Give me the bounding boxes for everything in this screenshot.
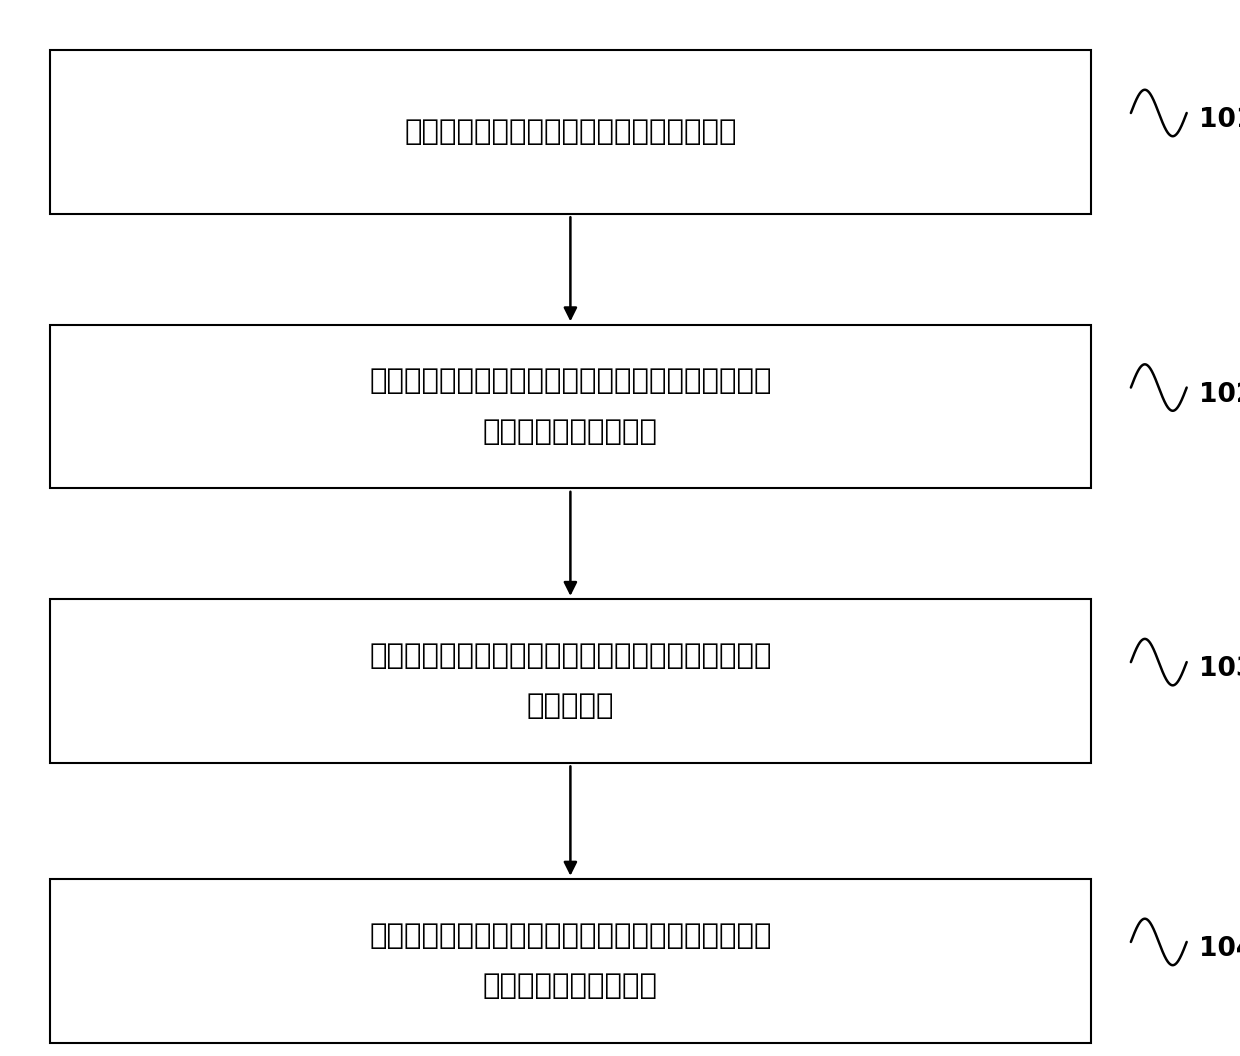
Text: 的触发条件: 的触发条件 (527, 693, 614, 720)
Bar (50, 50, 1091, 213)
Bar (50, 599, 1091, 762)
Text: 空调进组进行化霜模式: 空调进组进行化霜模式 (482, 973, 658, 1000)
Text: 102: 102 (1199, 381, 1240, 408)
Text: 104: 104 (1199, 936, 1240, 962)
Bar (50, 324, 1091, 488)
Bar (50, 879, 1091, 1043)
Text: 101: 101 (1199, 107, 1240, 133)
Text: 在确定满足所述预设的进入化霜条件的情况下，获取: 在确定满足所述预设的进入化霜条件的情况下，获取 (370, 367, 771, 395)
Text: 在确定满足所述预设的触发条件的情况下，控制所述: 在确定满足所述预设的触发条件的情况下，控制所述 (370, 922, 771, 949)
Text: 确定空调机组是否满足预设的进入化霜条件: 确定空调机组是否满足预设的进入化霜条件 (404, 118, 737, 146)
Text: 确定所述换热器内部的温度数据的变化是否满足预设: 确定所述换热器内部的温度数据的变化是否满足预设 (370, 642, 771, 670)
Text: 103: 103 (1199, 656, 1240, 682)
Text: 换热器内部的温度数据: 换热器内部的温度数据 (482, 418, 658, 446)
